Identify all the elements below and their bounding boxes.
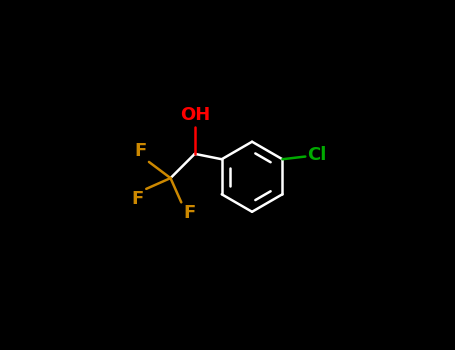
Text: OH: OH [180,106,210,124]
Text: F: F [135,142,147,160]
Text: F: F [183,204,196,222]
Text: F: F [132,190,144,209]
Text: Cl: Cl [307,146,326,164]
